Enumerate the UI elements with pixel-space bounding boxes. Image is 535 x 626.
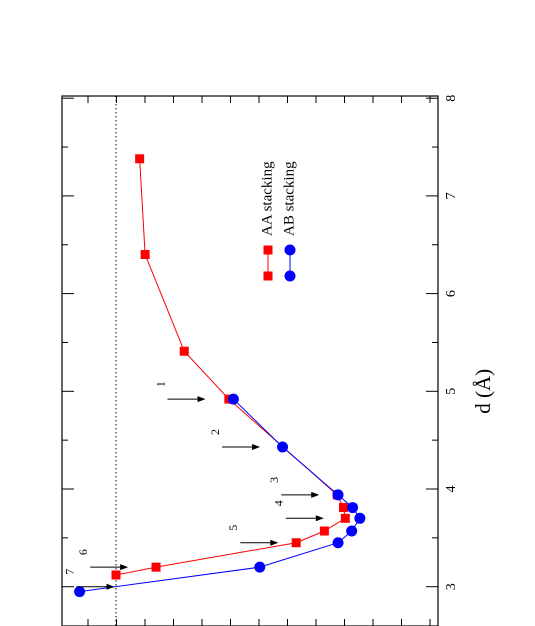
data-point-aa-stacking bbox=[319, 526, 329, 536]
data-point-aa-stacking bbox=[179, 346, 189, 356]
annotation-arrow-head bbox=[106, 583, 115, 590]
annotation-label: 7 bbox=[62, 569, 76, 575]
annotation-arrow-head bbox=[120, 564, 129, 571]
plot-frame bbox=[61, 95, 439, 626]
annotation-label: 4 bbox=[272, 500, 286, 506]
data-point-aa-stacking bbox=[111, 570, 121, 580]
data-point-ab-stacking bbox=[227, 393, 239, 405]
data-point-aa-stacking bbox=[340, 513, 350, 523]
data-point-ab-stacking bbox=[332, 537, 344, 549]
x-tick-label: 7 bbox=[444, 192, 459, 199]
annotation-7: 7 bbox=[62, 569, 115, 590]
x-tick-label: 5 bbox=[444, 388, 459, 395]
annotation-label: 2 bbox=[208, 429, 222, 435]
data-point-aa-stacking bbox=[151, 562, 161, 572]
data-point-aa-stacking bbox=[339, 503, 348, 513]
legend-marker bbox=[263, 245, 273, 255]
annotation-4: 4 bbox=[272, 500, 324, 522]
series-group bbox=[74, 154, 366, 598]
annotation-arrow-head bbox=[197, 396, 206, 403]
annotation-arrow-head bbox=[252, 443, 261, 450]
annotation-group: 1 2 3 4 5 6 7 bbox=[62, 381, 324, 590]
legend-item-aa-stacking: AA stacking bbox=[259, 161, 275, 281]
data-point-ab-stacking bbox=[254, 561, 266, 573]
legend-item-ab-stacking: AB stacking bbox=[281, 161, 297, 282]
data-point-aa-stacking bbox=[140, 250, 150, 260]
annotation-label: 3 bbox=[267, 477, 281, 483]
annotation-2: 2 bbox=[208, 429, 261, 450]
annotation-arrow-head bbox=[270, 539, 279, 546]
x-tick-label: 4 bbox=[444, 486, 459, 493]
annotation-arrow-head bbox=[311, 491, 320, 498]
annotation-6: 6 bbox=[76, 549, 129, 571]
legend: AA stacking AB stacking bbox=[259, 161, 297, 282]
x-tick-label: 3 bbox=[444, 583, 459, 590]
legend-marker bbox=[284, 270, 296, 282]
legend-label: AB stacking bbox=[281, 161, 297, 236]
annotation-label: 1 bbox=[153, 381, 167, 387]
data-point-ab-stacking bbox=[346, 525, 358, 537]
legend-marker bbox=[284, 244, 296, 256]
data-point-ab-stacking bbox=[74, 586, 86, 598]
annotation-3: 3 bbox=[267, 477, 320, 498]
data-point-ab-stacking bbox=[347, 502, 359, 514]
series-line-aa-stacking bbox=[115, 158, 346, 576]
data-point-ab-stacking bbox=[277, 441, 289, 453]
annotation-arrow-head bbox=[315, 515, 324, 522]
x-axis-label: d (Å) bbox=[471, 369, 495, 414]
data-point-ab-stacking bbox=[354, 512, 366, 524]
annotation-label: 5 bbox=[226, 525, 240, 531]
data-point-aa-stacking bbox=[135, 154, 145, 164]
series-ab-stacking bbox=[74, 393, 366, 598]
annotation-5: 5 bbox=[226, 525, 279, 546]
legend-marker bbox=[263, 271, 273, 281]
data-point-aa-stacking bbox=[291, 538, 301, 548]
series-aa-stacking bbox=[111, 154, 350, 580]
x-tick-label: 8 bbox=[444, 95, 459, 102]
annotation-label: 6 bbox=[76, 549, 90, 555]
axis-ticks bbox=[62, 96, 438, 626]
annotation-1: 1 bbox=[153, 381, 206, 403]
x-tick-label: 6 bbox=[444, 290, 459, 297]
legend-label: AA stacking bbox=[259, 161, 275, 236]
x-tick-labels: 3 4 5 6 7 8 bbox=[444, 95, 459, 591]
data-point-ab-stacking bbox=[332, 489, 344, 501]
